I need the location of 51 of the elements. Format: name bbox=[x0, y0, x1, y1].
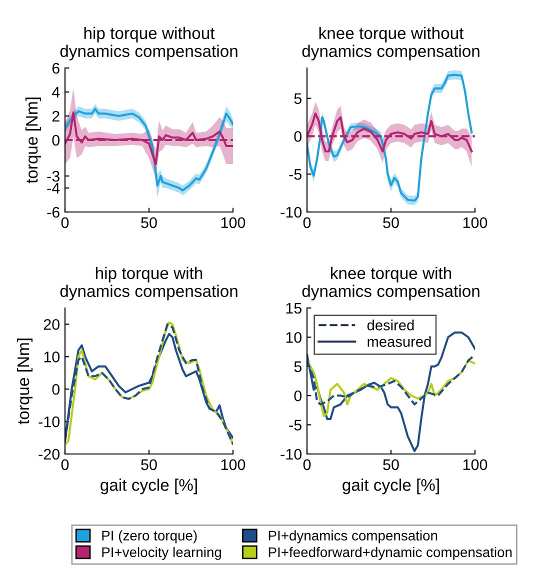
line-series bbox=[307, 331, 475, 452]
chart-title: knee torque without dynamics compensation bbox=[302, 26, 480, 60]
y-tick-label: -20 bbox=[38, 448, 60, 460]
y-tick-label: 10 bbox=[286, 332, 302, 343]
y-tick-label: 20 bbox=[44, 319, 60, 330]
y-axis-title: torque [Nm] bbox=[25, 98, 41, 184]
y-tick-label: -10 bbox=[280, 448, 302, 460]
y-tick-label: 6 bbox=[52, 62, 60, 74]
y-tick-label: 2 bbox=[52, 110, 60, 122]
x-tick-label: 50 bbox=[383, 217, 399, 228]
x-tick-label: 100 bbox=[221, 459, 246, 470]
y-tick-label: 0 bbox=[52, 134, 60, 146]
y-tick-label: -5 bbox=[289, 420, 302, 430]
y-tick-label: -3 bbox=[47, 170, 60, 182]
line-series bbox=[307, 360, 475, 418]
y-tick-label: -5 bbox=[289, 169, 302, 180]
chart-title: hip torque without dynamics compensation bbox=[60, 26, 238, 60]
y-axis-title: torque [Nm] bbox=[16, 338, 33, 424]
y-tick-label: 0 bbox=[294, 390, 302, 402]
annotation: measured bbox=[368, 336, 431, 347]
y-tick-label: 0 bbox=[52, 384, 60, 395]
x-tick-label: 50 bbox=[383, 459, 399, 470]
line-series bbox=[65, 111, 233, 166]
x-tick-label: 100 bbox=[221, 217, 246, 228]
y-tick-label: 5 bbox=[294, 93, 302, 104]
y-tick-label: 10 bbox=[44, 352, 60, 362]
legend-label: PI+dynamics compensation bbox=[268, 530, 438, 544]
y-tick-label: -10 bbox=[38, 416, 60, 428]
y-tick-label: 4 bbox=[52, 87, 60, 98]
x-tick-label: 50 bbox=[141, 217, 157, 228]
y-tick-label: -10 bbox=[280, 206, 302, 218]
y-tick-label: 0 bbox=[294, 131, 302, 142]
x-tick-label: 0 bbox=[61, 217, 69, 228]
y-tick-label: -4 bbox=[47, 183, 60, 194]
chart-title: hip torque with dynamics compensation bbox=[60, 266, 238, 300]
y-tick-label: 15 bbox=[286, 303, 302, 314]
x-tick-label: 0 bbox=[303, 459, 311, 470]
x-axis-title: gait cycle [%] bbox=[100, 478, 197, 494]
text: desired bbox=[367, 320, 414, 330]
legend-label: PI (zero torque) bbox=[102, 530, 197, 544]
x-tick-label: 100 bbox=[463, 217, 488, 228]
x-tick-label: 0 bbox=[61, 459, 69, 470]
x-axis-title: gait cycle [%] bbox=[342, 478, 439, 494]
y-tick-label: 5 bbox=[294, 361, 302, 372]
y-tick-label: -6 bbox=[47, 206, 60, 218]
x-tick-label: 100 bbox=[463, 459, 488, 470]
legend-label: PI+velocity learning bbox=[102, 546, 222, 560]
legend-label: PI+feedforward+dynamic compensation bbox=[268, 546, 512, 560]
chart-title: knee torque with dynamics compensation bbox=[302, 266, 480, 300]
x-tick-label: 50 bbox=[141, 459, 157, 470]
x-tick-label: 0 bbox=[303, 217, 311, 228]
